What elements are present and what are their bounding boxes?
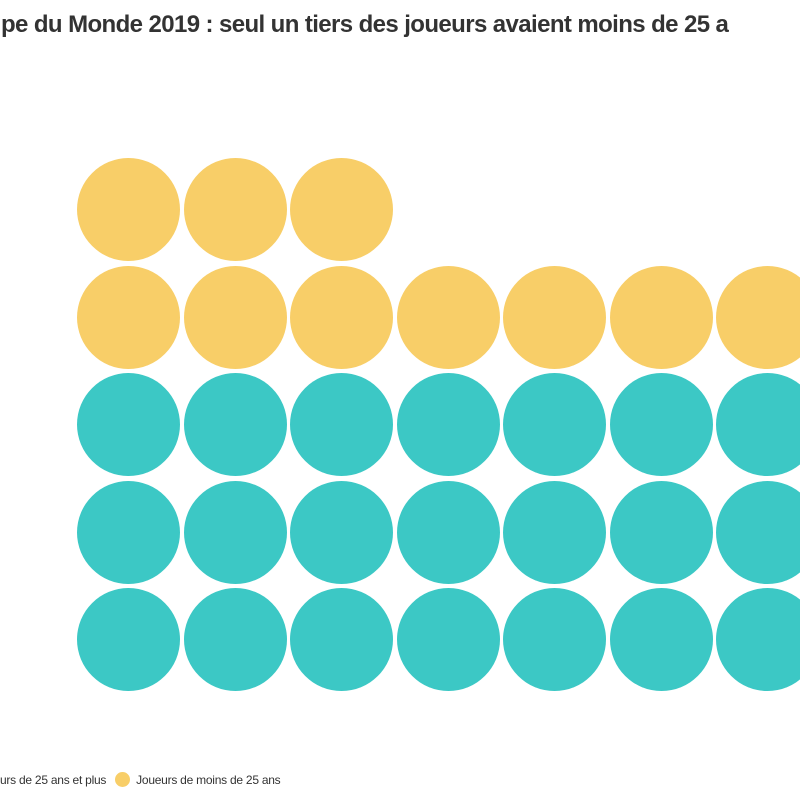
waffle-dot-over25: [503, 588, 606, 691]
waffle-dot-over25: [77, 480, 180, 584]
chart-title: pe du Monde 2019 : seul un tiers des jou…: [1, 11, 729, 38]
waffle-dot-over25: [396, 588, 500, 691]
waffle-dot-over25: [503, 480, 606, 584]
waffle-dot-over25: [609, 588, 713, 691]
waffle-dot-over25: [396, 373, 500, 476]
waffle-dot-over25: [290, 480, 393, 584]
waffle-dot-over25: [716, 373, 800, 476]
waffle-dot-under25: [290, 265, 393, 369]
waffle-dot-over25: [183, 373, 287, 476]
waffle-dot-under25: [609, 265, 713, 369]
legend-label-under25: Joueurs de moins de 25 ans: [136, 772, 281, 787]
waffle-dot-under25: [396, 265, 500, 369]
waffle-dot-over25: [183, 480, 287, 584]
waffle-dot-over25: [290, 373, 393, 476]
waffle-dot-over25: [183, 588, 287, 691]
waffle-dot-over25: [77, 373, 180, 476]
waffle-dot-over25: [609, 480, 713, 584]
waffle-dot-under25: [77, 158, 180, 261]
waffle-dot-under25: [183, 265, 287, 369]
waffle-dot-over25: [503, 373, 606, 476]
waffle-dot-over25: [290, 588, 393, 691]
waffle-dot-under25: [77, 265, 180, 369]
waffle-dot-under25: [716, 265, 800, 369]
waffle-dot-over25: [716, 480, 800, 584]
waffle-dot-under25: [290, 158, 393, 261]
waffle-dot-under25: [503, 265, 606, 369]
waffle-dot-over25: [716, 588, 800, 691]
waffle-dot-under25: [183, 158, 287, 261]
waffle-dot-over25: [609, 373, 713, 476]
legend-label-over25: urs de 25 ans et plus: [0, 772, 107, 787]
waffle-dot-over25: [396, 480, 500, 584]
waffle-dot-over25: [77, 588, 180, 691]
legend-dot-under25-icon: [115, 772, 131, 787]
legend-item-under25: Joueurs de moins de 25 ans: [115, 772, 281, 787]
legend-item-over25: urs de 25 ans et plus: [0, 773, 106, 787]
legend: urs de 25 ans et plus Joueurs de moins d…: [0, 771, 281, 788]
